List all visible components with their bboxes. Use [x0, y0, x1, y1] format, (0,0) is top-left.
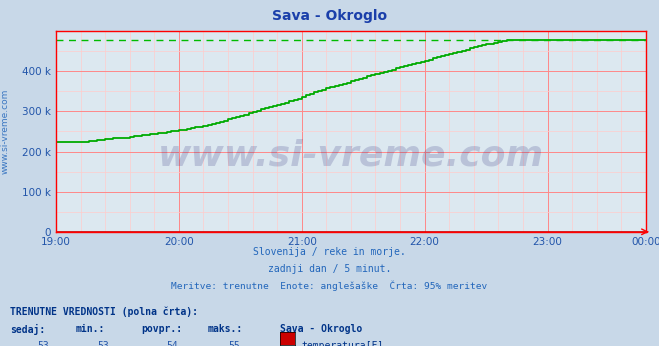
Text: sedaj:: sedaj:: [10, 324, 45, 335]
Text: Slovenija / reke in morje.: Slovenija / reke in morje.: [253, 247, 406, 257]
Text: TRENUTNE VREDNOSTI (polna črta):: TRENUTNE VREDNOSTI (polna črta):: [10, 306, 198, 317]
Text: maks.:: maks.:: [208, 324, 243, 334]
Text: min.:: min.:: [76, 324, 105, 334]
Text: Sava - Okroglo: Sava - Okroglo: [272, 9, 387, 22]
Text: www.si-vreme.com: www.si-vreme.com: [158, 138, 544, 173]
Text: Meritve: trenutne  Enote: anglešaške  Črta: 95% meritev: Meritve: trenutne Enote: anglešaške Črta…: [171, 281, 488, 291]
Text: 54: 54: [166, 341, 178, 346]
Text: www.si-vreme.com: www.si-vreme.com: [1, 89, 10, 174]
Text: 55: 55: [229, 341, 241, 346]
Text: povpr.:: povpr.:: [142, 324, 183, 334]
Text: temperatura[F]: temperatura[F]: [301, 341, 384, 346]
Text: Sava - Okroglo: Sava - Okroglo: [280, 324, 362, 334]
Text: 53: 53: [97, 341, 109, 346]
Text: 53: 53: [38, 341, 49, 346]
Text: zadnji dan / 5 minut.: zadnji dan / 5 minut.: [268, 264, 391, 274]
